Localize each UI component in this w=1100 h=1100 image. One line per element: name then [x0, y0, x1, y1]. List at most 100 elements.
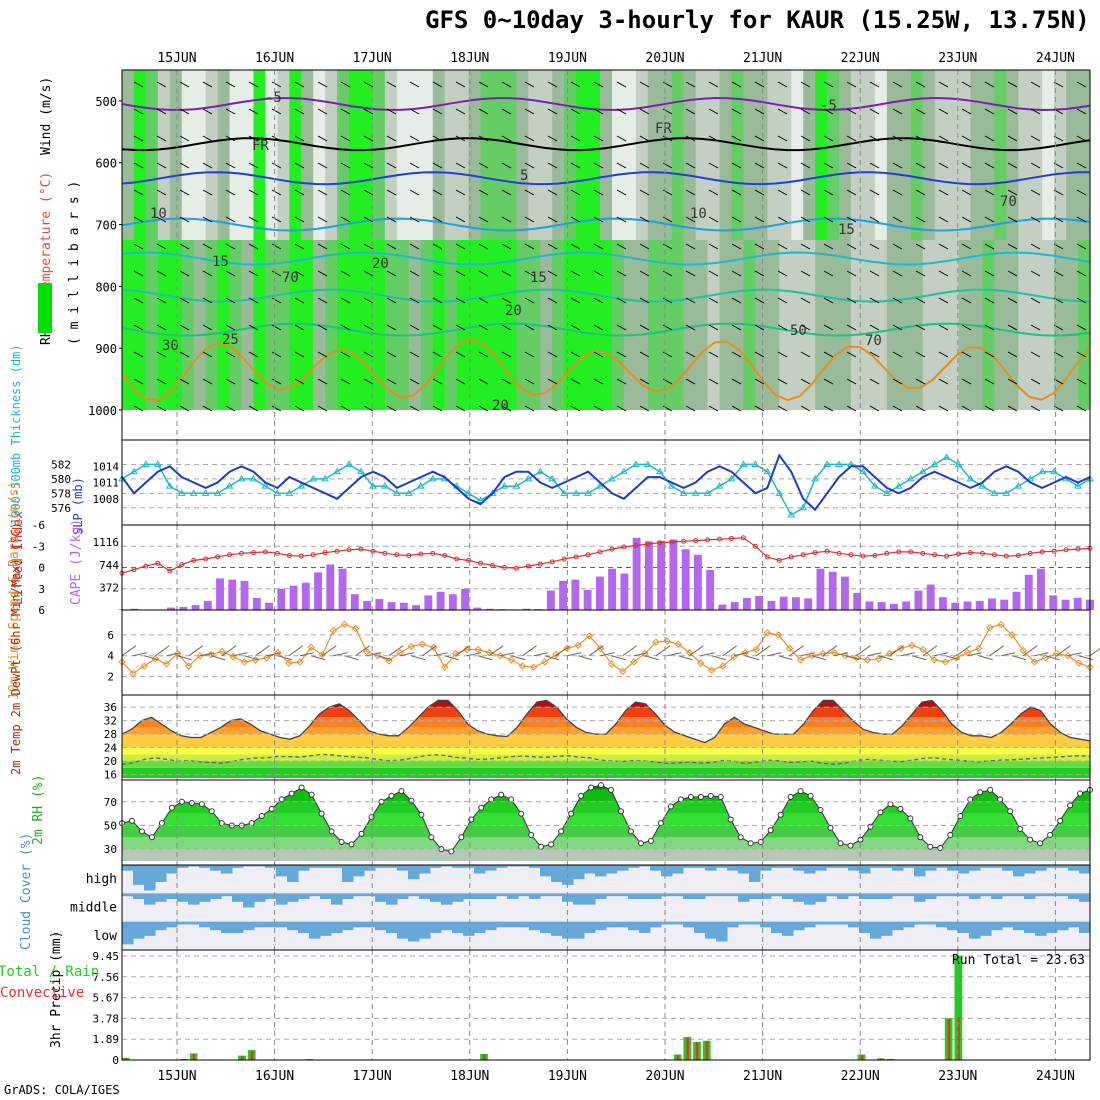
cloud-cell	[441, 865, 453, 867]
wind-speed-point	[129, 669, 137, 678]
cloud-cell	[694, 893, 706, 899]
surface-wind-barb	[544, 655, 559, 661]
lifted-index-point	[836, 550, 842, 556]
x-tick-bottom: 15JUN	[157, 1069, 196, 1084]
rh-band	[122, 789, 1090, 802]
rh-cell	[731, 70, 744, 240]
lifted-index-point	[155, 560, 161, 566]
cloud-cell	[408, 893, 420, 897]
wind-barb	[984, 405, 995, 412]
wind-barb	[639, 135, 650, 142]
cloud-cell	[826, 893, 838, 897]
rh-cell	[372, 240, 386, 410]
cloud-cell	[221, 865, 233, 874]
lifted-index-point	[513, 565, 519, 571]
wind-barb	[501, 243, 512, 250]
surface-wind-barb	[277, 655, 292, 661]
cloud-cell	[738, 921, 750, 925]
isotherm-line	[121, 322, 1091, 337]
cloud-cell	[276, 921, 288, 928]
thickness-point	[213, 489, 222, 496]
lifted-index-point	[967, 550, 973, 556]
cloud-cell	[837, 921, 849, 925]
rh-cell	[516, 240, 529, 410]
wind-barb	[823, 297, 834, 304]
thickness-point	[464, 489, 473, 496]
lifted-index-point	[1015, 552, 1021, 558]
wind-barb	[616, 81, 627, 88]
wind-barb	[754, 135, 765, 142]
surface-wind-barb	[244, 655, 259, 661]
surface-wind-barb	[500, 652, 515, 657]
wind-barb	[340, 297, 351, 304]
cape-bar	[1049, 595, 1058, 610]
wind-barb	[409, 270, 420, 277]
wind-speed-point	[752, 645, 760, 654]
cloud-cell	[155, 865, 167, 882]
x-tick-top: 16JUN	[255, 51, 294, 66]
wind-speed-point	[440, 663, 449, 671]
cloud-cell	[496, 893, 508, 897]
rh-cell	[815, 70, 828, 240]
wind-barb	[409, 189, 420, 196]
cloud-cell	[155, 921, 167, 931]
rh-cell	[982, 240, 995, 410]
wind-barb	[892, 297, 903, 304]
rh-point	[727, 816, 734, 823]
cloud-ylabel: Cloud Cover (%)	[19, 833, 34, 950]
wind-barb	[363, 270, 374, 277]
wind-barb	[202, 81, 213, 88]
wind-barb	[570, 324, 581, 331]
cloud-level-label: high	[86, 872, 117, 887]
convective-bar	[957, 1017, 960, 1060]
wind-barb	[1030, 108, 1041, 115]
slp-tick: 1011	[93, 477, 120, 490]
surface-wind-barb	[833, 652, 849, 657]
lifted-index-point	[645, 541, 651, 547]
rh-point	[967, 796, 974, 803]
cloud-cell	[463, 921, 475, 936]
rh-cell	[922, 70, 936, 240]
cloud-cell	[254, 893, 266, 902]
cloud-cell	[133, 865, 145, 885]
cloud-cell	[584, 865, 596, 874]
surface-wind-barb	[989, 645, 1005, 657]
rh-cell	[946, 70, 960, 240]
cloud-cell	[694, 865, 706, 868]
cloud-cell	[1024, 921, 1036, 933]
contour-label: 20	[372, 256, 389, 272]
thickness-point	[799, 503, 808, 511]
rh-cell	[217, 240, 231, 410]
wind-barb	[248, 135, 259, 142]
wind-barb	[777, 162, 788, 169]
rh-cell	[886, 70, 900, 240]
cloud-cell	[727, 893, 739, 897]
wind-barb	[892, 243, 903, 250]
rh-cell	[588, 70, 601, 240]
surface-wind-barb	[299, 652, 315, 657]
wind-barb	[294, 108, 305, 115]
wind-barb	[915, 216, 926, 223]
wind-barb	[984, 378, 995, 385]
wind-barb	[800, 324, 811, 331]
surface-wind-barb	[678, 655, 693, 661]
cloud-cell	[870, 865, 882, 868]
rh-point	[328, 828, 335, 835]
cloud-cell	[760, 865, 772, 871]
cloud-cell	[914, 865, 926, 877]
wind-barb	[294, 297, 305, 304]
wind-barb	[1076, 135, 1087, 142]
cloud-cell	[881, 921, 893, 936]
cape-bar	[902, 601, 911, 610]
wind-barb	[179, 216, 190, 223]
rh-cell	[659, 240, 673, 410]
cloud-cell	[188, 865, 200, 867]
wind-barb	[363, 297, 374, 304]
cloud-cell	[210, 921, 222, 931]
wind-speed-point	[952, 654, 961, 662]
surface-wind-barb	[655, 645, 671, 657]
rh-cell	[444, 240, 458, 410]
surface-wind-barb	[711, 655, 726, 661]
surface-wind-barb	[667, 652, 682, 657]
wind-barb	[409, 81, 420, 88]
